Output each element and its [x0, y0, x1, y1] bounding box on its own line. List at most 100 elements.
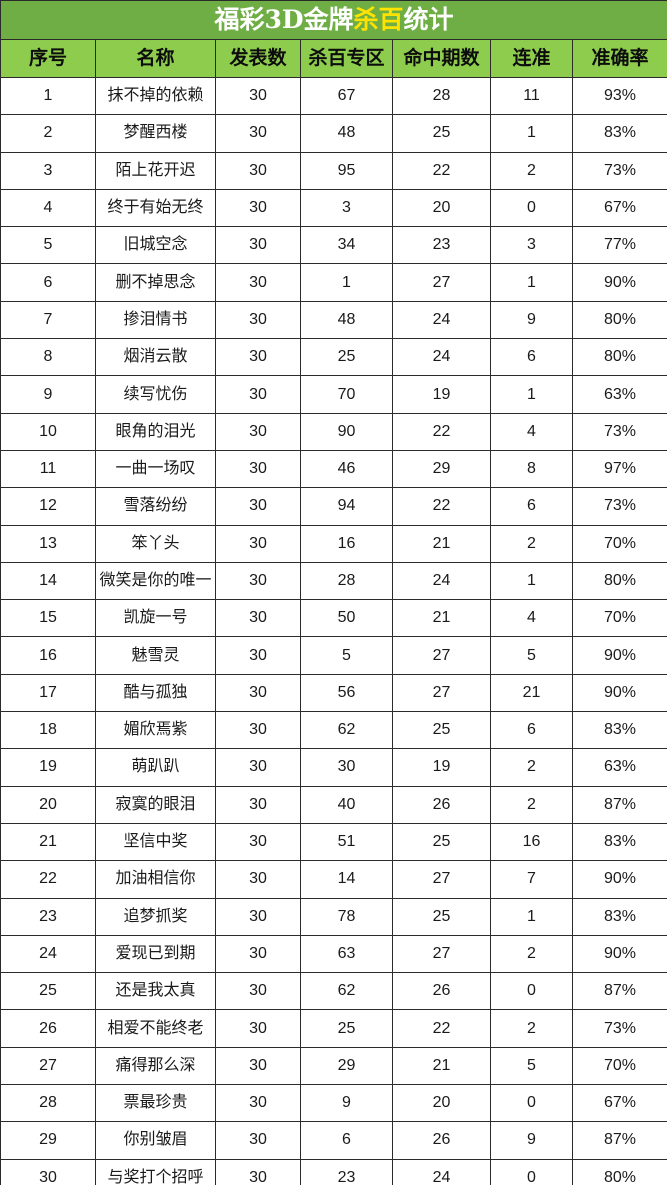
row-index: 16 [0, 636, 96, 675]
row-posts: 30 [215, 338, 301, 377]
row-accuracy: 90% [571, 673, 667, 713]
row-index: 24 [0, 934, 96, 974]
row-accuracy: 70% [571, 524, 667, 563]
row-index: 4 [0, 188, 96, 228]
row-zone: 56 [300, 673, 393, 713]
column-header-zone[interactable]: 杀百专区 [300, 39, 393, 78]
table-row[interactable]: 5 旧城空念 30 34 23 3 77% [0, 226, 667, 265]
column-header-streak[interactable]: 连准 [490, 39, 573, 78]
row-index: 12 [0, 487, 96, 526]
table-row[interactable]: 7 掺泪情书 30 48 24 9 80% [0, 300, 667, 340]
row-name: 与奖打个招呼 [95, 1158, 216, 1185]
table-row[interactable]: 4 终于有始无终 30 3 20 0 67% [0, 188, 667, 228]
row-name: 爱现已到期 [95, 934, 216, 974]
column-header-index[interactable]: 序号 [0, 39, 96, 78]
row-streak: 6 [490, 711, 573, 750]
column-header-hits[interactable]: 命中期数 [392, 39, 491, 78]
row-hits: 22 [392, 1009, 491, 1048]
table-row[interactable]: 17 酷与孤独 30 56 27 21 90% [0, 673, 667, 713]
row-hits: 20 [392, 188, 491, 228]
row-streak: 9 [490, 1121, 573, 1160]
table-row[interactable]: 3 陌上花开迟 30 95 22 2 73% [0, 151, 667, 190]
row-accuracy: 87% [571, 785, 667, 824]
table-row[interactable]: 8 烟消云散 30 25 24 6 80% [0, 338, 667, 377]
table-row[interactable]: 2 梦醒西楼 30 48 25 1 83% [0, 114, 667, 153]
row-posts: 30 [215, 897, 301, 936]
table-row[interactable]: 13 笨丫头 30 16 21 2 70% [0, 524, 667, 563]
table-row[interactable]: 29 你别皱眉 30 6 26 9 87% [0, 1121, 667, 1160]
row-streak: 0 [490, 188, 573, 228]
row-streak: 2 [490, 785, 573, 824]
table-row[interactable]: 21 坚信中奖 30 51 25 16 83% [0, 822, 667, 862]
table-row[interactable]: 11 一曲一场叹 30 46 29 8 97% [0, 449, 667, 489]
row-zone: 6 [300, 1121, 393, 1160]
row-index: 2 [0, 114, 96, 153]
row-index: 26 [0, 1009, 96, 1048]
table-row[interactable]: 23 追梦抓奖 30 78 25 1 83% [0, 897, 667, 936]
row-zone: 51 [300, 822, 393, 862]
row-index: 28 [0, 1084, 96, 1123]
row-hits: 23 [392, 226, 491, 265]
table-row[interactable]: 9 续写忧伤 30 70 19 1 63% [0, 375, 667, 414]
row-accuracy: 97% [571, 449, 667, 489]
row-zone: 23 [300, 1158, 393, 1185]
column-header-accuracy[interactable]: 准确率 [571, 39, 667, 78]
table-row[interactable]: 19 萌趴趴 30 30 19 2 63% [0, 748, 667, 787]
row-accuracy: 67% [571, 1084, 667, 1123]
row-accuracy: 73% [571, 487, 667, 526]
row-name: 你别皱眉 [95, 1121, 216, 1160]
row-index: 9 [0, 375, 96, 414]
column-header-name[interactable]: 名称 [95, 39, 216, 78]
row-streak: 6 [490, 487, 573, 526]
table-row[interactable]: 28 票最珍贵 30 9 20 0 67% [0, 1084, 667, 1123]
row-name: 寂寞的眼泪 [95, 785, 216, 824]
table-row[interactable]: 16 魅雪灵 30 5 27 5 90% [0, 636, 667, 675]
row-zone: 94 [300, 487, 393, 526]
table-row[interactable]: 20 寂寞的眼泪 30 40 26 2 87% [0, 785, 667, 824]
table-row[interactable]: 25 还是我太真 30 62 26 0 87% [0, 972, 667, 1011]
row-hits: 19 [392, 375, 491, 414]
row-accuracy: 80% [571, 1158, 667, 1185]
row-zone: 9 [300, 1084, 393, 1123]
row-zone: 70 [300, 375, 393, 414]
row-index: 15 [0, 599, 96, 638]
table-row[interactable]: 22 加油相信你 30 14 27 7 90% [0, 860, 667, 899]
row-hits: 26 [392, 785, 491, 824]
row-zone: 5 [300, 636, 393, 675]
row-index: 11 [0, 449, 96, 489]
row-posts: 30 [215, 412, 301, 451]
table-row[interactable]: 15 凯旋一号 30 50 21 4 70% [0, 599, 667, 638]
table-row[interactable]: 18 媚欣焉紫 30 62 25 6 83% [0, 711, 667, 750]
row-posts: 30 [215, 76, 301, 116]
row-hits: 27 [392, 860, 491, 899]
table-row[interactable]: 6 删不掉思念 30 1 27 1 90% [0, 263, 667, 302]
row-streak: 8 [490, 449, 573, 489]
table-row[interactable]: 30 与奖打个招呼 30 23 24 0 80% [0, 1158, 667, 1185]
row-index: 20 [0, 785, 96, 824]
row-hits: 27 [392, 673, 491, 713]
row-posts: 30 [215, 1046, 301, 1086]
row-hits: 27 [392, 934, 491, 974]
row-hits: 21 [392, 1046, 491, 1086]
row-zone: 62 [300, 711, 393, 750]
row-index: 5 [0, 226, 96, 265]
row-posts: 30 [215, 1009, 301, 1048]
table-row[interactable]: 24 爱现已到期 30 63 27 2 90% [0, 934, 667, 974]
row-name: 票最珍贵 [95, 1084, 216, 1123]
row-posts: 30 [215, 561, 301, 601]
table-row[interactable]: 27 痛得那么深 30 29 21 5 70% [0, 1046, 667, 1086]
row-index: 7 [0, 300, 96, 340]
row-accuracy: 73% [571, 412, 667, 451]
table-row[interactable]: 10 眼角的泪光 30 90 22 4 73% [0, 412, 667, 451]
row-accuracy: 73% [571, 1009, 667, 1048]
table-row[interactable]: 26 相爱不能终老 30 25 22 2 73% [0, 1009, 667, 1048]
table-row[interactable]: 14 微笑是你的唯一 30 28 24 1 80% [0, 561, 667, 601]
column-header-posts[interactable]: 发表数 [215, 39, 301, 78]
row-streak: 2 [490, 151, 573, 190]
row-index: 3 [0, 151, 96, 190]
row-accuracy: 70% [571, 1046, 667, 1086]
row-hits: 29 [392, 449, 491, 489]
row-streak: 4 [490, 412, 573, 451]
table-row[interactable]: 12 雪落纷纷 30 94 22 6 73% [0, 487, 667, 526]
table-row[interactable]: 1 抹不掉的依赖 30 67 28 11 93% [0, 76, 667, 116]
